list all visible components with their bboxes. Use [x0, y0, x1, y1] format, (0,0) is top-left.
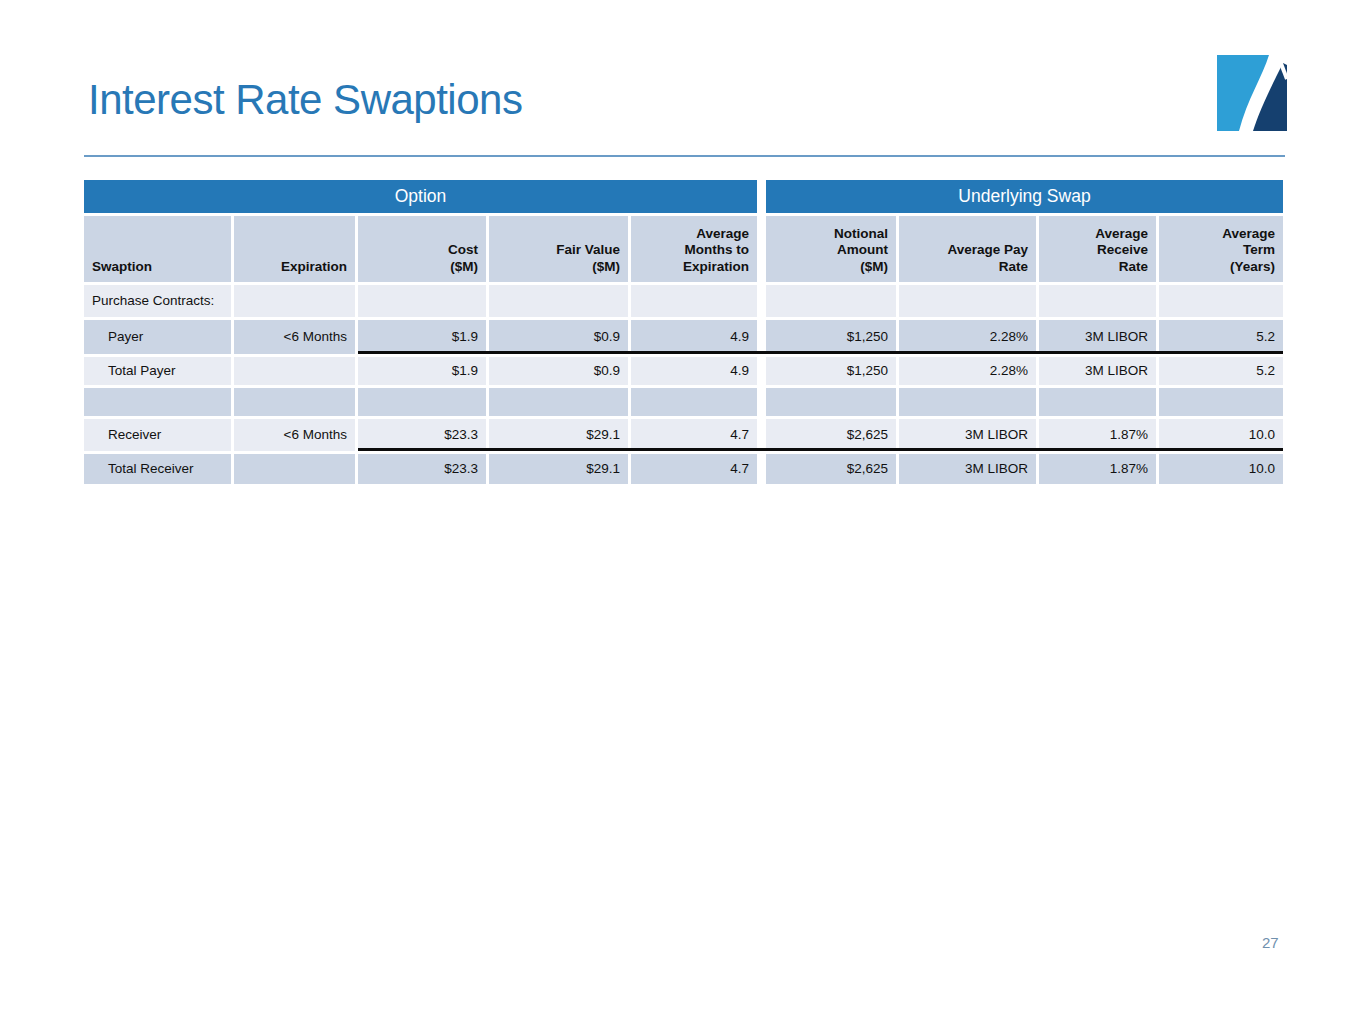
table-cell: 3M LIBOR — [1039, 320, 1156, 354]
table-cell: 1.87% — [1039, 419, 1156, 451]
column-header-fair-value: Fair Value ($M) — [489, 216, 628, 282]
table-cell — [489, 285, 628, 317]
table-cell: $23.3 — [358, 454, 486, 484]
table-cell: Payer — [84, 320, 231, 354]
table-cell: 10.0 — [1159, 454, 1283, 484]
table-cell — [631, 285, 757, 317]
table-cell — [899, 388, 1036, 416]
table-cell — [1039, 285, 1156, 317]
payer-subtotal-line — [358, 351, 1283, 354]
title-divider — [84, 155, 1285, 157]
table-cell: 3M LIBOR — [1039, 357, 1156, 385]
section-gap — [760, 216, 763, 282]
table-cell — [631, 388, 757, 416]
table-cell — [1039, 388, 1156, 416]
table-cell: $0.9 — [489, 357, 628, 385]
section-gap — [760, 285, 763, 317]
table-cell — [1159, 388, 1283, 416]
table-cell: 5.2 — [1159, 357, 1283, 385]
column-header-cost: Cost ($M) — [358, 216, 486, 282]
table-cell — [1159, 285, 1283, 317]
table-cell: 4.9 — [631, 320, 757, 354]
receiver-subtotal-line — [358, 448, 1283, 451]
table-cell: Purchase Contracts: — [84, 285, 231, 317]
table-cell: $1,250 — [766, 357, 896, 385]
table-cell: $0.9 — [489, 320, 628, 354]
table-cell: $1.9 — [358, 357, 486, 385]
section-header-option: Option — [84, 180, 757, 213]
company-logo — [1217, 55, 1287, 131]
table-cell — [234, 388, 355, 416]
section-header-underlying-swap: Underlying Swap — [766, 180, 1283, 213]
table-cell — [234, 285, 355, 317]
page-title: Interest Rate Swaptions — [88, 76, 522, 124]
table-cell — [358, 388, 486, 416]
table-cell: Total Payer — [84, 357, 231, 385]
section-gap — [760, 180, 763, 213]
table-cell: $1,250 — [766, 320, 896, 354]
table-cell — [899, 285, 1036, 317]
table-cell: 10.0 — [1159, 419, 1283, 451]
section-gap — [760, 320, 763, 354]
column-header-avg-months-to-expiration: Average Months to Expiration — [631, 216, 757, 282]
table-cell — [234, 357, 355, 385]
column-header-average-receive-rate: Average Receive Rate — [1039, 216, 1156, 282]
table-cell: Receiver — [84, 419, 231, 451]
column-header-swaption: Swaption — [84, 216, 231, 282]
table-cell: $29.1 — [489, 419, 628, 451]
section-gap — [760, 388, 763, 416]
table-cell — [84, 388, 231, 416]
table-cell — [234, 454, 355, 484]
table-cell — [489, 388, 628, 416]
page-number: 27 — [1262, 934, 1279, 951]
table-cell: 4.7 — [631, 419, 757, 451]
table-cell: Total Receiver — [84, 454, 231, 484]
column-header-average-term: Average Term (Years) — [1159, 216, 1283, 282]
table-cell: 3M LIBOR — [899, 419, 1036, 451]
table-cell: 4.9 — [631, 357, 757, 385]
table-cell: 2.28% — [899, 357, 1036, 385]
table-cell: $1.9 — [358, 320, 486, 354]
table-cell: $29.1 — [489, 454, 628, 484]
slide: Interest Rate Swaptions Option Underlyin… — [0, 0, 1365, 1024]
section-gap — [760, 419, 763, 451]
table-cell: $23.3 — [358, 419, 486, 451]
swaptions-table: Option Underlying Swap Swaption Expirati… — [84, 180, 1283, 484]
table-cell: <6 Months — [234, 320, 355, 354]
table-cell — [766, 285, 896, 317]
table-cell: 3M LIBOR — [899, 454, 1036, 484]
table-cell: <6 Months — [234, 419, 355, 451]
section-gap — [760, 357, 763, 385]
table-cell — [358, 285, 486, 317]
column-header-expiration: Expiration — [234, 216, 355, 282]
column-header-average-pay-rate: Average Pay Rate — [899, 216, 1036, 282]
table-cell: $2,625 — [766, 419, 896, 451]
table-cell: 2.28% — [899, 320, 1036, 354]
table-cell — [766, 388, 896, 416]
table-cell: $2,625 — [766, 454, 896, 484]
table-cell: 5.2 — [1159, 320, 1283, 354]
section-gap — [760, 454, 763, 484]
table-cell: 4.7 — [631, 454, 757, 484]
table-cell: 1.87% — [1039, 454, 1156, 484]
column-header-notional-amount: Notional Amount ($M) — [766, 216, 896, 282]
